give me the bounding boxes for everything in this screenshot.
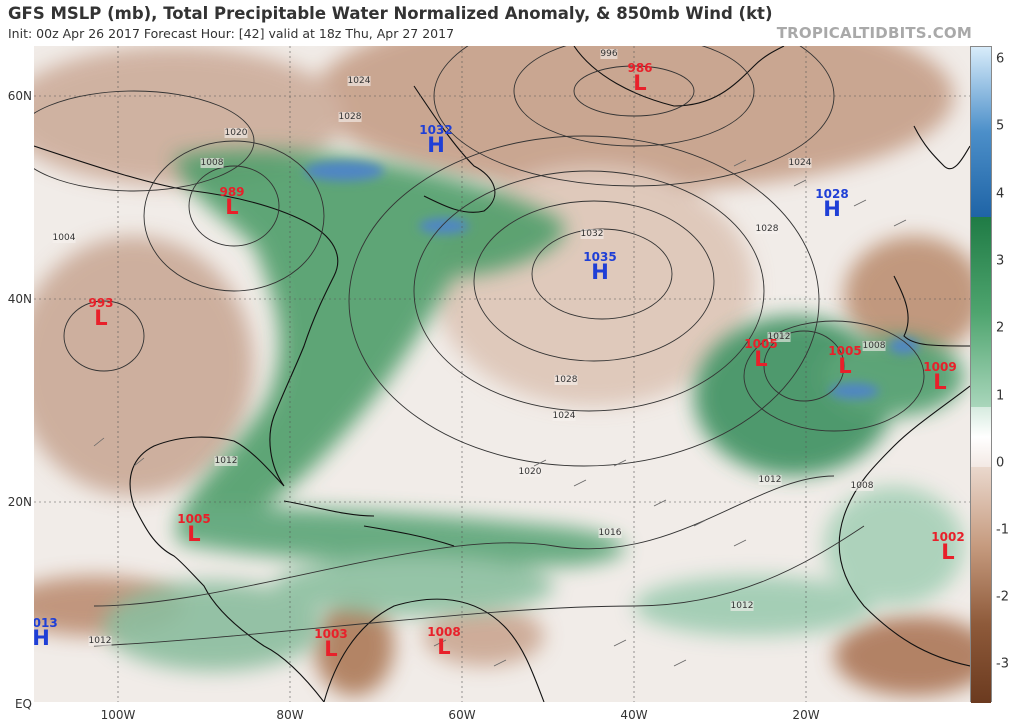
colorbar-label: 6	[996, 51, 1005, 67]
colorbar-label: -2	[996, 589, 1009, 605]
high-pressure-center: 1028 H	[815, 187, 849, 221]
colorbar-label: 0	[996, 455, 1005, 471]
isobar-label: 996	[600, 49, 618, 59]
low-pressure-center: 1008 L	[427, 625, 461, 659]
isobar-label: 1012	[88, 636, 112, 646]
colorbar-label: 4	[996, 186, 1005, 202]
lat-label: 20N	[7, 495, 32, 509]
low-pressure-center: 989 L	[219, 185, 245, 219]
isobar-label: 1008	[200, 158, 224, 168]
isobar-label: 1020	[224, 128, 248, 138]
isobar-label: 1020	[518, 467, 542, 477]
wind-barbs	[93, 159, 907, 667]
high-pressure-center: 1013H	[34, 616, 58, 650]
high-anomaly-patches	[304, 161, 919, 399]
isobar-label: 1028	[554, 375, 578, 385]
lon-label: 60W	[448, 708, 476, 722]
lon-label: 80W	[276, 708, 304, 722]
low-pressure-center: 1003 L	[314, 627, 348, 661]
isobar-label: 1024	[552, 411, 576, 421]
negative-anomaly-areas	[34, 46, 970, 696]
lon-label: 20W	[792, 708, 820, 722]
colorbar-segment-brown	[971, 467, 991, 703]
low-pressure-center: 1005 L	[828, 344, 862, 378]
isobar-label: 1024	[788, 158, 812, 168]
isobar-label: 1004	[52, 233, 76, 243]
anomaly-field	[34, 46, 970, 702]
lon-label: 100W	[100, 708, 136, 722]
graticule	[34, 46, 970, 702]
isobar-label: 1008	[862, 341, 886, 351]
isobar-label: 1012	[730, 601, 754, 611]
isobar-label: 1008	[850, 481, 874, 491]
isobars	[34, 46, 925, 647]
lon-label: 40W	[620, 708, 648, 722]
colorbar-label: 3	[996, 253, 1005, 269]
colorbar-label: -3	[996, 656, 1009, 672]
isobar-label: 1024	[347, 76, 371, 86]
coastlines	[34, 46, 970, 702]
high-pressure-center: 1035 H	[583, 250, 617, 284]
low-pressure-center: 1005 L	[177, 512, 211, 546]
colorbar-label: 1	[996, 388, 1005, 404]
weather-map: 996 1024 1028 1020 1008 1004 1032 1028 1…	[34, 46, 970, 702]
colorbar	[970, 46, 992, 703]
isobar-label: 1012	[767, 332, 791, 342]
colorbar-segment-neutral	[971, 407, 991, 467]
isobar-label: 1028	[755, 224, 779, 234]
lat-label: 60N	[7, 89, 32, 103]
low-pressure-center: 1005 L	[744, 337, 778, 371]
colorbar-segment-green	[971, 217, 991, 407]
isobar-label: 1012	[758, 475, 782, 485]
low-pressure-center: 1002 L	[931, 530, 965, 564]
lat-label: 40N	[7, 292, 32, 306]
map-title: GFS MSLP (mb), Total Precipitable Water …	[8, 4, 773, 23]
map-subtitle: Init: 00z Apr 26 2017 Forecast Hour: [42…	[8, 26, 455, 41]
isobar-label: 1032	[580, 229, 604, 239]
colorbar-label: -1	[996, 522, 1009, 538]
isobar-label: 1016	[598, 528, 622, 538]
lat-label: EQ	[14, 697, 32, 711]
isobar-label: 1028	[338, 112, 362, 122]
low-pressure-center: 986 L	[627, 61, 653, 95]
colorbar-segment-blue	[971, 47, 991, 217]
colorbar-label: 5	[996, 118, 1005, 134]
low-pressure-center: 1009 L	[923, 360, 957, 394]
low-pressure-center: 993 L	[88, 296, 114, 330]
credit-watermark: TROPICALTIDBITS.COM	[776, 24, 972, 42]
colorbar-label: 2	[996, 320, 1005, 336]
isobar-label: 1012	[214, 456, 238, 466]
high-pressure-center: 1032 H	[419, 123, 453, 157]
